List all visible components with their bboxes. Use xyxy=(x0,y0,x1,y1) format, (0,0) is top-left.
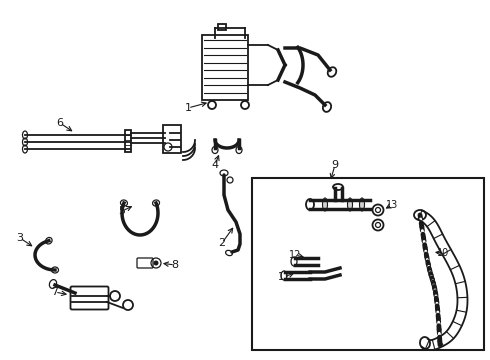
FancyBboxPatch shape xyxy=(137,258,153,268)
Text: 5: 5 xyxy=(119,206,125,216)
Text: 2: 2 xyxy=(219,238,225,248)
Text: 7: 7 xyxy=(51,287,59,297)
Text: 6: 6 xyxy=(56,118,64,128)
Text: 13: 13 xyxy=(386,200,398,210)
Bar xyxy=(202,35,248,100)
Text: 3: 3 xyxy=(17,233,24,243)
Text: 12: 12 xyxy=(289,250,301,260)
Bar xyxy=(252,178,484,350)
Ellipse shape xyxy=(322,198,327,211)
Bar xyxy=(125,130,131,152)
Bar xyxy=(218,24,226,30)
Ellipse shape xyxy=(360,198,365,211)
Ellipse shape xyxy=(347,198,352,211)
Text: 8: 8 xyxy=(172,260,178,270)
Circle shape xyxy=(153,261,158,266)
Text: 1: 1 xyxy=(185,103,192,113)
Bar xyxy=(163,125,181,153)
Text: 10: 10 xyxy=(437,248,449,258)
Text: 9: 9 xyxy=(331,160,339,170)
Text: 4: 4 xyxy=(212,160,219,170)
Text: 11: 11 xyxy=(278,272,290,282)
